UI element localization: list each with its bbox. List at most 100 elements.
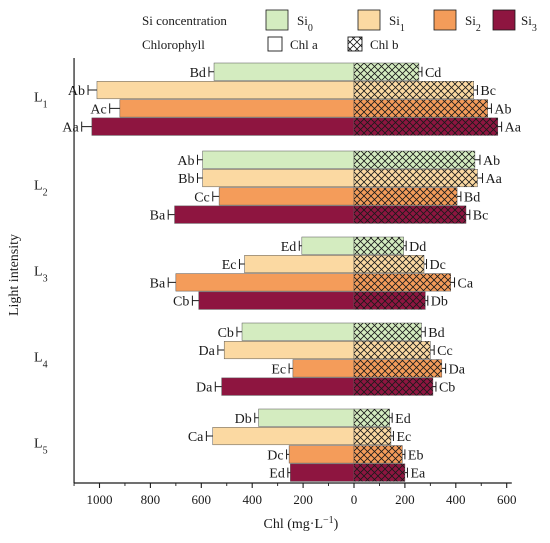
sig-label-chl-a-L2-si1: Bb	[178, 172, 194, 187]
bar-chl-b-hatch-L3-si2	[354, 273, 451, 292]
error-bar-chl-b-L1-si3	[497, 121, 503, 132]
legend: Si concentration Chlorophyll Si0 Si1 Si2 Si…	[142, 9, 537, 52]
sig-label-chl-a-L2-si3: Ba	[150, 209, 166, 224]
bar-chl-a-L5-si3	[290, 463, 355, 482]
light-level-label-L4: L4	[34, 351, 48, 371]
x-tick-label: 1000	[87, 492, 113, 507]
bar-chl-b-hatch-L5-si2	[354, 445, 403, 464]
sig-label-chl-b-L1-si2: Ab	[494, 102, 511, 117]
sig-label-chl-a-L3-si1: Ec	[222, 258, 237, 273]
sig-label-chl-b-L3-si0: Dd	[409, 240, 426, 255]
bar-chl-a-L4-si3	[221, 377, 355, 396]
sig-label-chl-b-L4-si2: Da	[449, 362, 466, 377]
error-bar-chl-b-L5-si3	[404, 467, 408, 478]
bar-chl-a-L5-si0	[258, 408, 355, 427]
bar-chl-b-hatch-L2-si0	[354, 151, 475, 169]
bar-chl-b-hatch-L3-si3	[354, 291, 426, 310]
error-bar-chl-a-L4-si0	[236, 326, 243, 337]
light-level-label-L5: L5	[34, 437, 48, 457]
bar-chl-b-hatch-L1-si0	[354, 63, 419, 81]
x-tick-label: 800	[141, 492, 161, 507]
bar-chl-b-hatch-L1-si1	[354, 81, 474, 99]
sig-label-chl-b-L5-si2: Eb	[408, 448, 424, 463]
error-bar-chl-b-L2-si0	[474, 154, 481, 165]
error-bar-chl-a-L5-si3	[287, 467, 291, 478]
light-level-label-L1: L1	[34, 91, 48, 111]
x-tick-label: 600	[192, 492, 212, 507]
bar-chl-b-hatch-L5-si0	[354, 409, 390, 427]
light-intensity-labels: L1 L2 L3 L4 L5	[34, 91, 48, 457]
bar-chl-a-L5-si1	[212, 427, 355, 446]
x-tick-label: 200	[293, 492, 313, 507]
sig-label-chl-a-L5-si0: Db	[235, 412, 252, 427]
x-tick-label: 600	[497, 492, 517, 507]
bar-chl-a-L1-si1	[96, 81, 355, 100]
sig-label-chl-b-L4-si3: Cb	[439, 381, 455, 396]
sig-label-chl-a-L2-si2: Cc	[194, 190, 210, 205]
error-bar-chl-b-L1-si1	[473, 85, 478, 96]
bar-chl-b-hatch-L5-si1	[354, 427, 391, 445]
error-bar-chl-a-L3-si3	[191, 295, 199, 306]
error-bar-chl-a-L3-si1	[238, 259, 245, 270]
error-bar-chl-a-L2-si0	[196, 154, 203, 165]
bar-area: Bd Cd Ab Bc Ac Ab Aa Aa Ab Ab Bb Aa Cc Bd Ba Bc Ed Dd Ec Dc…	[62, 62, 522, 482]
bar-chl-a-L4-si2	[292, 359, 355, 378]
error-bar-chl-a-L2-si1	[196, 173, 203, 184]
sig-label-chl-a-L5-si2: Dc	[267, 448, 283, 463]
sig-label-chl-a-L3-si2: Ba	[150, 276, 166, 291]
error-bar-chl-a-L3-si2	[167, 277, 176, 288]
sig-label-chl-b-L5-si0: Ed	[395, 412, 411, 427]
sig-label-chl-b-L3-si2: Ca	[458, 276, 474, 291]
legend-label-chl-b: Chl b	[370, 37, 399, 52]
error-bar-chl-a-L5-si1	[205, 431, 213, 442]
error-bar-chl-b-L5-si1	[390, 431, 394, 442]
bar-chl-b-hatch-L5-si3	[354, 463, 405, 482]
error-bar-chl-a-L1-si0	[208, 66, 215, 77]
sig-label-chl-b-L2-si2: Bd	[464, 190, 480, 205]
legend-swatch-chl-a	[267, 36, 283, 52]
bar-chl-a-L4-si1	[223, 341, 355, 360]
sig-label-chl-b-L3-si3: Db	[431, 295, 448, 310]
sig-label-chl-b-L2-si3: Bc	[473, 209, 489, 224]
legend-label-chl-a: Chl a	[290, 37, 318, 52]
error-bar-chl-b-L3-si3	[425, 295, 429, 306]
x-tick-label: 200	[395, 492, 415, 507]
sig-label-chl-a-L1-si3: Aa	[62, 121, 79, 136]
bar-chl-a-L3-si3	[198, 291, 355, 310]
legend-label-si1: Si1	[389, 13, 405, 34]
bar-chl-a-L2-si3	[174, 205, 355, 224]
error-bar-chl-a-L3-si0	[298, 240, 302, 251]
x-axis: 1000 800 600 400 200 0 200 400 600 Chl (mg·L−1)	[73, 482, 517, 532]
error-bar-chl-a-L4-si1	[217, 345, 225, 356]
bar-chl-a-L3-si2	[175, 273, 355, 292]
error-bar-chl-b-L4-si0	[421, 326, 426, 337]
bar-chl-b-hatch-L4-si1	[354, 341, 431, 359]
sig-label-chl-a-L2-si0: Ab	[177, 154, 194, 169]
x-tick-label: 0	[351, 492, 358, 507]
x-tick-label: 400	[446, 492, 466, 507]
bar-chl-b-hatch-L4-si2	[354, 359, 442, 378]
bar-chl-b-hatch-L2-si1	[354, 169, 478, 187]
sig-label-chl-b-L5-si1: Ec	[396, 430, 411, 445]
sig-label-chl-b-L1-si1: Bc	[480, 84, 496, 99]
sig-label-chl-a-L1-si2: Ac	[90, 102, 106, 117]
error-bar-chl-a-L1-si1	[87, 85, 97, 96]
legend-swatch-si2	[433, 9, 457, 31]
error-bar-chl-b-L4-si3	[432, 381, 437, 392]
legend-label-si2: Si2	[465, 13, 481, 34]
error-bar-chl-a-L5-si2	[286, 449, 290, 460]
sig-label-chl-b-L3-si1: Dc	[430, 258, 446, 273]
error-bar-chl-b-L3-si0	[403, 240, 407, 251]
light-level-label-L2: L2	[34, 179, 48, 199]
legend-label-si3: Si3	[521, 13, 537, 34]
error-bar-chl-a-L4-si3	[214, 381, 222, 392]
sig-label-chl-b-L2-si1: Aa	[486, 172, 503, 187]
sig-label-chl-a-L1-si1: Ab	[68, 84, 85, 99]
error-bar-chl-b-L2-si1	[477, 173, 484, 184]
y-axis-label: Light intensity	[7, 234, 22, 316]
error-bar-chl-b-L2-si3	[465, 209, 471, 220]
error-bar-chl-b-L3-si2	[450, 277, 456, 288]
error-bar-chl-a-L1-si2	[109, 103, 120, 114]
sig-label-chl-a-L1-si0: Bd	[190, 66, 206, 81]
error-bar-chl-b-L3-si1	[423, 259, 428, 270]
